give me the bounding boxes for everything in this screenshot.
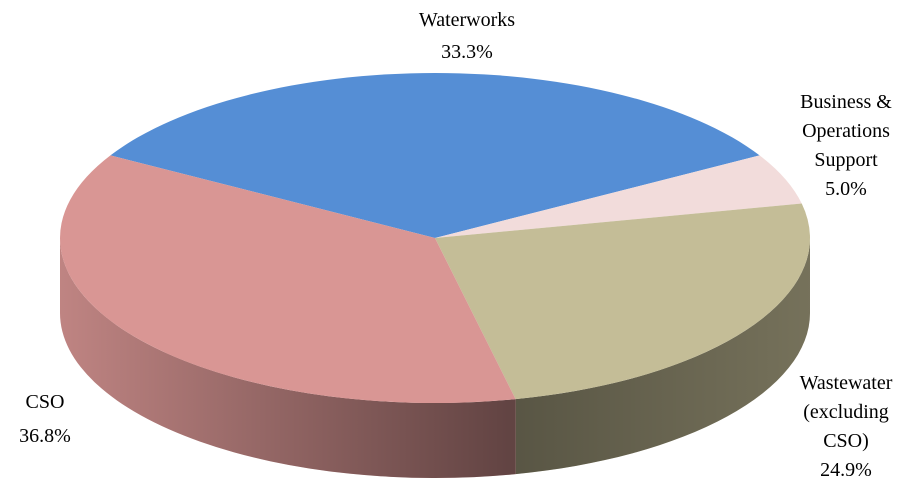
slice-label: Waterworks 33.3% [367, 4, 567, 68]
value-label: 24.9% [820, 459, 872, 481]
value-label: 33.3% [441, 41, 493, 63]
slice-side-shade [60, 238, 516, 478]
slice-label: CSO 36.8% [0, 385, 90, 453]
slice [435, 203, 810, 400]
value-label: 5.0% [825, 178, 867, 200]
slice-side-shade [515, 238, 811, 475]
category-label: Business & Operations Support [800, 91, 892, 171]
category-label: Wastewater (excluding CSO) [799, 372, 893, 452]
slice-label: Wastewater (excluding CSO) 24.9% [786, 369, 906, 485]
slice [60, 155, 516, 403]
slice-label: Business & Operations Support 5.0% [786, 88, 906, 204]
slice [435, 155, 802, 238]
category-label: Waterworks [418, 9, 516, 31]
category-label: CSO [25, 391, 65, 413]
slice [110, 73, 760, 238]
value-label: 36.8% [19, 425, 71, 447]
